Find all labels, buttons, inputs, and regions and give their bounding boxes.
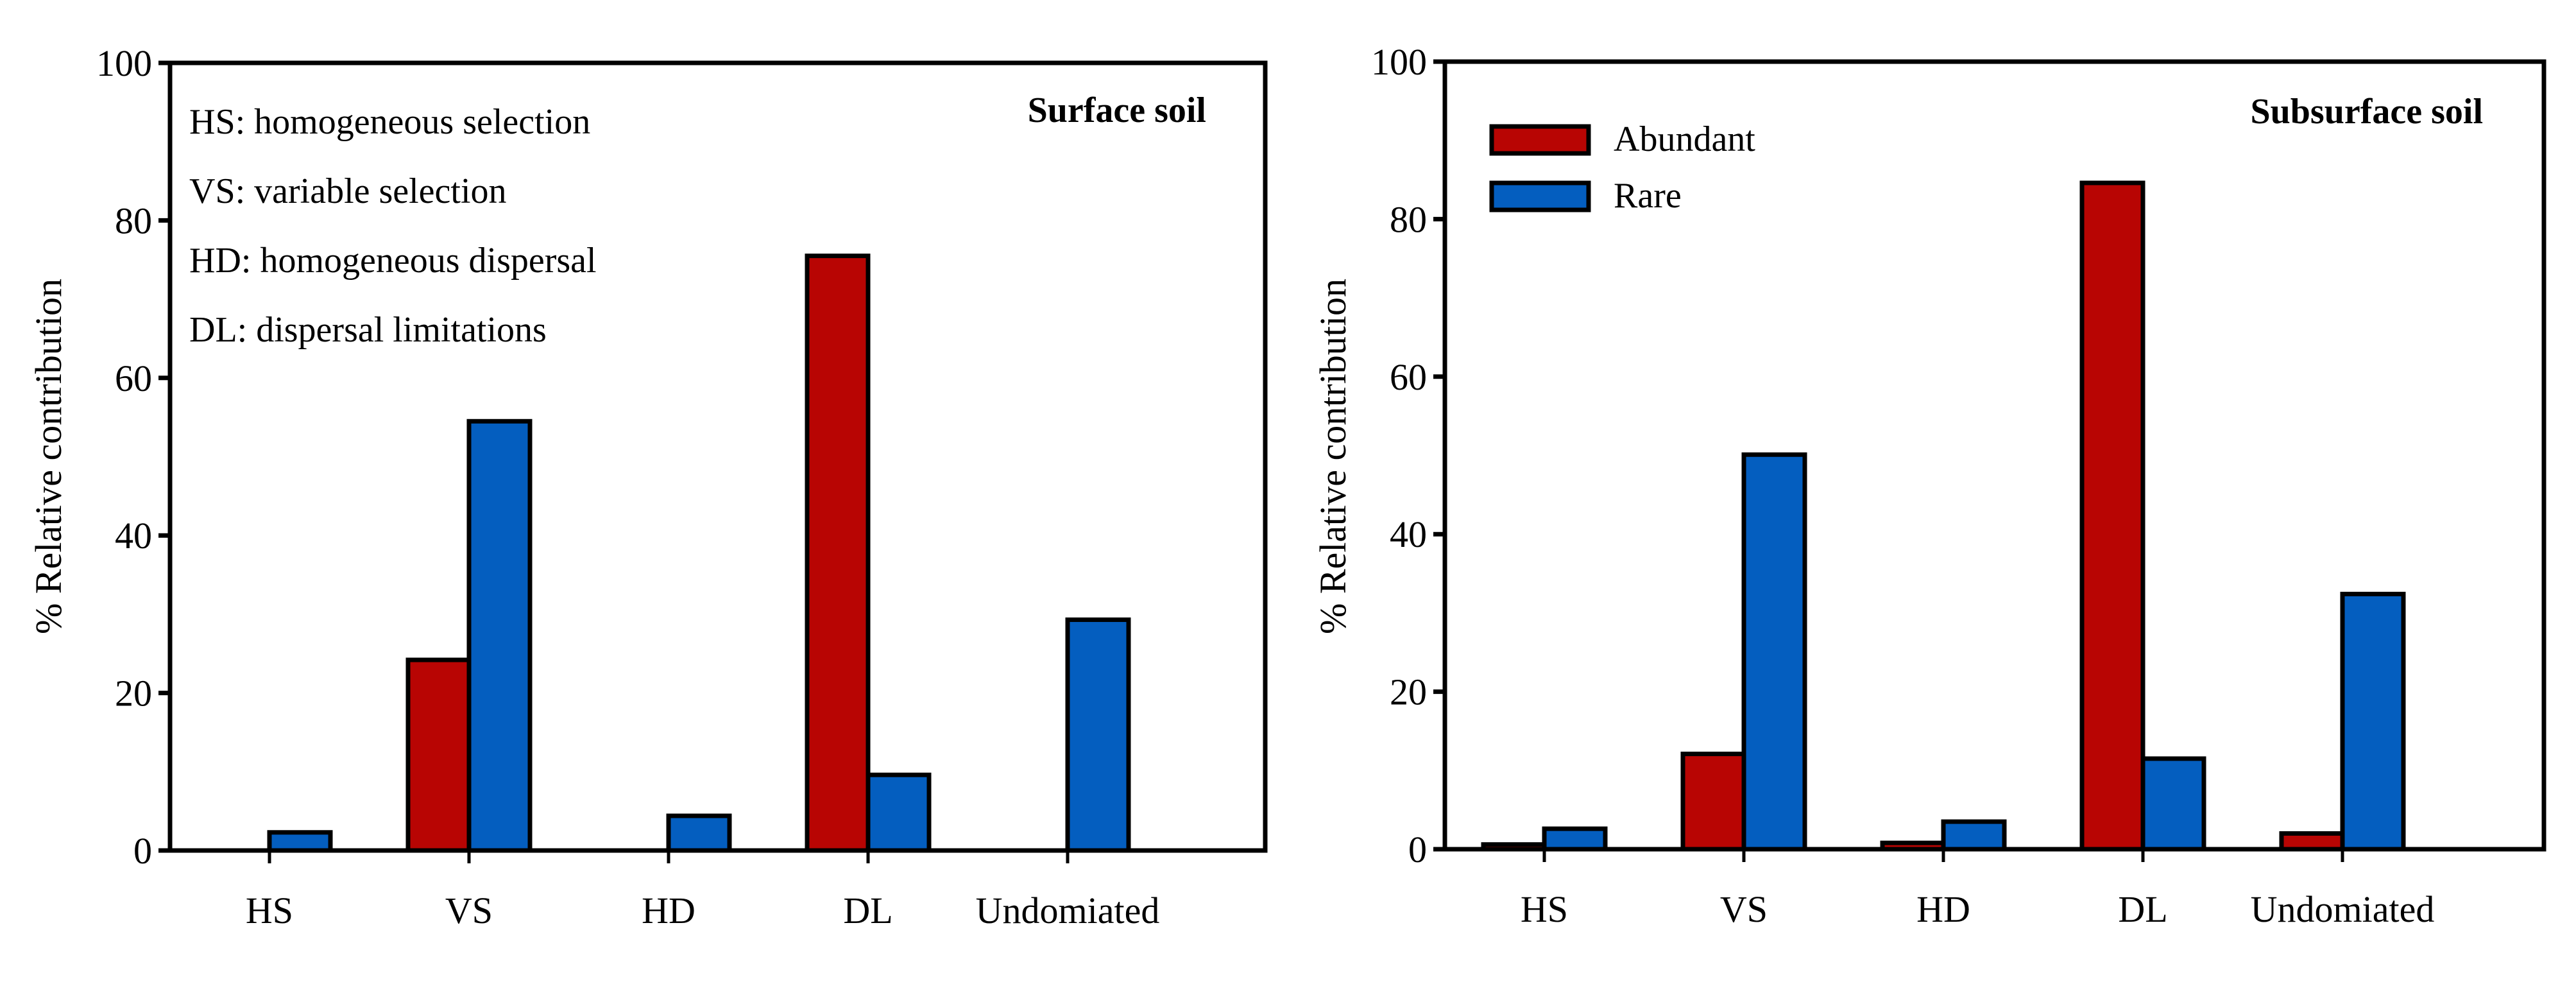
bar-rare-dl: [866, 772, 932, 853]
x-ticks-subsurface-soil: HS VS HD DL Undomiated: [1521, 849, 2434, 930]
y-tick-label: 40: [115, 515, 152, 557]
x-tick-label: VS: [445, 890, 493, 931]
bar-abundant-undomiated: [2279, 831, 2345, 852]
y-tick-label: 0: [133, 830, 152, 872]
y-tick-label: 60: [1390, 356, 1427, 398]
bars-subsurface-soil: [1481, 180, 2406, 852]
x-tick-label: HS: [1521, 888, 1568, 930]
y-tick-label: 20: [1390, 671, 1427, 713]
plot-frame: [167, 60, 1268, 853]
y-tick-label: 0: [1408, 829, 1427, 870]
y-tick-label: 100: [1371, 41, 1427, 83]
x-tick-label: Undomiated: [976, 890, 1160, 931]
bar-rare-vs: [1741, 452, 1807, 852]
legend: Abundant Rare: [1489, 119, 1755, 216]
bar-rare-hs: [1542, 826, 1608, 852]
bar-rare-hd: [666, 813, 732, 853]
panel-title: Subsurface soil: [2251, 92, 2484, 132]
bars-surface-soil: [267, 254, 1131, 853]
annotation-dl: DL: dispersal limitations: [189, 310, 547, 350]
annotation-vs: VS: variable selection: [189, 171, 507, 211]
x-tick-label: VS: [1720, 888, 1768, 930]
y-axis-title: % Relative contribution: [28, 279, 69, 634]
y-tick-label: 40: [1390, 514, 1427, 555]
bar-abundant-vs: [405, 657, 472, 853]
x-tick-label: HD: [642, 890, 695, 931]
bar-rare-hs: [267, 830, 333, 853]
bar-rare-hd: [1941, 819, 2007, 852]
y-tick-label: 60: [115, 358, 152, 399]
x-tick-label: HD: [1916, 888, 1970, 930]
bar-rare-dl: [2140, 756, 2206, 852]
bar-abundant-dl: [805, 254, 871, 853]
y-tick-label: 80: [115, 200, 152, 241]
panel-subsurface-soil: 0 20 40 60 80 100 HS VS HD DL Undomiated % Relati…: [1312, 41, 2546, 930]
y-ticks-subsurface-soil: 0 20 40 60 80 100: [1371, 41, 1445, 870]
legend-swatch-rare: [1489, 180, 1591, 212]
annotation-hs: HS: homogeneous selection: [189, 102, 590, 142]
axes-surface-soil: [167, 60, 1268, 853]
y-tick-label: 80: [1390, 198, 1427, 240]
legend-swatch-abundant: [1489, 124, 1591, 156]
bar-abundant-dl: [2079, 180, 2145, 852]
legend-label-rare: Rare: [1614, 176, 1682, 216]
panel-title: Surface soil: [1028, 91, 1206, 130]
x-tick-label: Undomiated: [2251, 888, 2435, 930]
legend-label-abundant: Abundant: [1614, 119, 1755, 159]
x-tick-label: DL: [843, 890, 892, 931]
y-tick-label: 100: [96, 42, 152, 84]
axes-subsurface-soil: [1442, 59, 2546, 852]
x-ticks-surface-soil: HS VS HD DL Undomiated: [246, 850, 1159, 931]
y-ticks-surface-soil: 0 20 40 60 80 100: [96, 42, 170, 872]
x-tick-label: DL: [2118, 888, 2167, 930]
x-tick-label: HS: [246, 890, 293, 931]
annotation-hd: HD: homogeneous dispersal: [189, 241, 597, 281]
panel-surface-soil: 0 20 40 60 80 100 HS VS HD DL Undomiated % Relati…: [28, 42, 1268, 931]
plot-frame: [1442, 59, 2546, 852]
bar-abundant-vs: [1680, 752, 1746, 852]
bar-rare-vs: [466, 419, 533, 853]
y-axis-title: % Relative contribution: [1312, 279, 1354, 634]
bar-rare-undomiated: [1065, 617, 1131, 853]
y-tick-label: 20: [115, 673, 152, 714]
bar-rare-undomiated: [2340, 591, 2406, 852]
